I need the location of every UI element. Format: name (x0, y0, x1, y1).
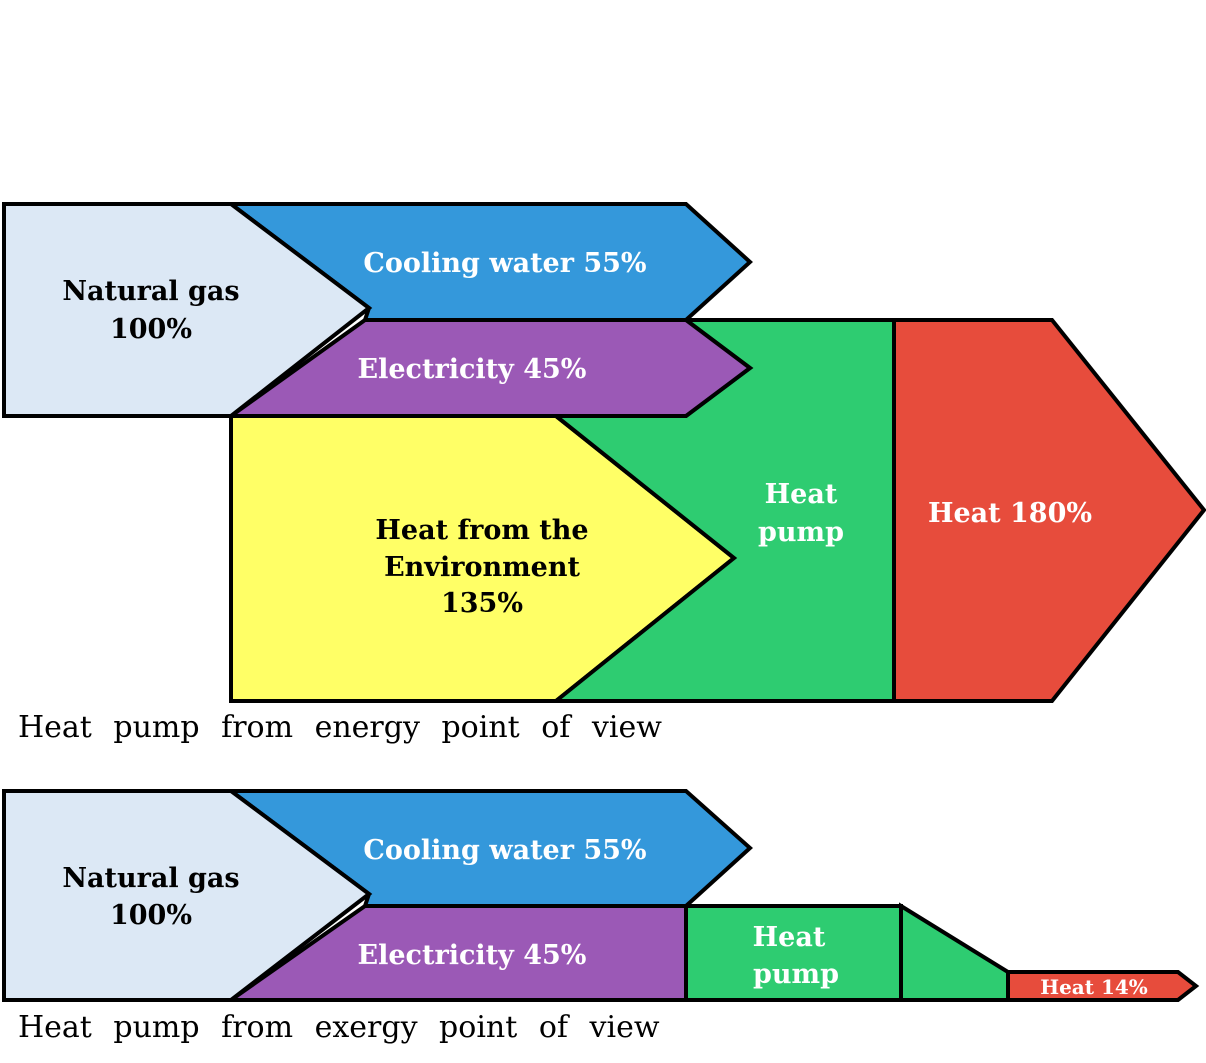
environment-label-line1: Heat from the (375, 515, 588, 546)
environment-label-line2: Environment (384, 552, 580, 583)
natural-gas-percent: 100% (110, 314, 192, 345)
heat-pump-label-line1: Heat (765, 479, 838, 510)
natural-gas-label: Natural gas (62, 863, 239, 894)
heat-pump-label-line1: Heat (753, 922, 826, 953)
exergy-view: Natural gas 100% Cooling water 55% Elect… (2, 789, 1200, 1045)
energy-view: Natural gas 100% Cooling water 55% Elect… (2, 202, 1206, 745)
heat-output-label: Heat 14% (1040, 975, 1148, 999)
natural-gas-percent: 100% (110, 900, 192, 931)
energy-view-caption: Heat pump from energy point of view (18, 710, 662, 745)
cooling-water-label: Cooling water 55% (363, 248, 646, 279)
heat-output-label: Heat 180% (928, 498, 1092, 529)
environment-percent: 135% (441, 588, 523, 619)
heat-pump-label-line2: pump (758, 517, 844, 548)
natural-gas-label: Natural gas (62, 276, 239, 307)
electricity-label: Electricity 45% (358, 354, 587, 385)
exergy-view-caption: Heat pump from exergy point of view (18, 1010, 660, 1045)
natural-gas-input (2, 202, 373, 418)
heat-output-arrow (1006, 970, 1200, 1002)
electricity-label: Electricity 45% (358, 940, 587, 971)
natural-gas-input (2, 789, 373, 1002)
heat-pump-label-line2: pump (753, 959, 839, 990)
cooling-water-label: Cooling water 55% (363, 835, 646, 866)
heat-output-arrow (892, 318, 1206, 703)
heat-pump-taper (899, 902, 1010, 1002)
